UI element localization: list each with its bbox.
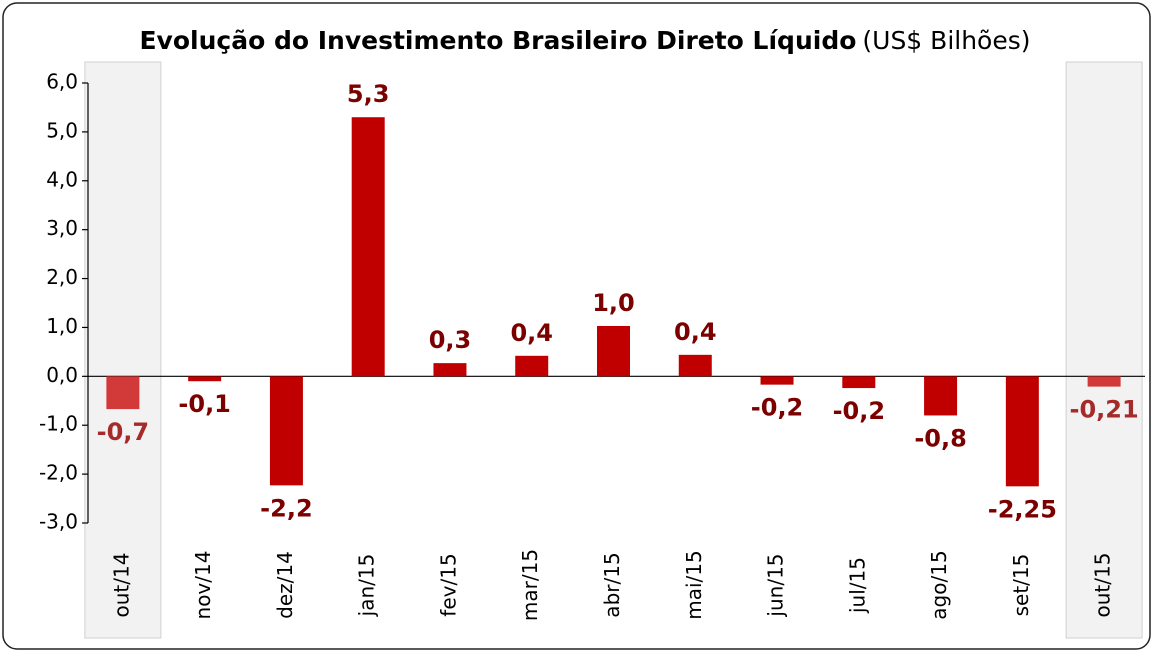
data-label: 0,4 (674, 318, 717, 346)
bar (1087, 376, 1121, 387)
y-tick-label: -1,0 (39, 412, 78, 436)
x-tick-label: out/15 (1091, 553, 1115, 618)
x-tick-label: fev/15 (436, 553, 460, 616)
data-label: -0,1 (178, 390, 230, 418)
data-label: 1,0 (592, 289, 635, 317)
y-tick-label: 0,0 (46, 363, 78, 387)
highlight-band (84, 61, 162, 639)
bar (924, 376, 958, 416)
y-tick-label: 6,0 (46, 70, 78, 94)
bar (433, 363, 467, 377)
bar (351, 117, 385, 377)
data-label: -0,2 (833, 397, 885, 425)
chart-title: Evolução do Investimento Brasileiro Dire… (139, 26, 1030, 55)
x-tick-label: mai/15 (682, 550, 706, 619)
x-tick-label: jun/15 (764, 553, 788, 617)
x-tick-label: set/15 (1009, 554, 1033, 617)
y-tick-label: 5,0 (46, 118, 78, 142)
highlight-band (1065, 61, 1143, 639)
bar (1005, 376, 1039, 487)
bar (515, 355, 549, 377)
bar (597, 325, 630, 377)
x-tick-label: abr/15 (600, 552, 624, 617)
bar (842, 376, 876, 389)
data-label: 0,4 (510, 319, 553, 347)
title-unit: (US$ Bilhões) (862, 26, 1030, 55)
data-label: -0,8 (914, 424, 966, 452)
x-tick-label: mar/15 (518, 549, 542, 621)
x-tick-label: dez/14 (273, 551, 297, 619)
x-tick-label: nov/14 (191, 551, 215, 620)
y-tick-label: 3,0 (46, 216, 78, 240)
data-label: -0,21 (1070, 396, 1139, 424)
bar (269, 376, 303, 486)
y-tick-label: -2,0 (39, 461, 78, 485)
data-label: 5,3 (347, 80, 390, 108)
bar (106, 376, 140, 410)
data-label: -2,2 (260, 494, 312, 522)
data-label: -2,25 (988, 495, 1057, 523)
title-main: Evolução do Investimento Brasileiro Dire… (139, 26, 856, 55)
data-label: -0,7 (97, 418, 149, 446)
x-tick-label: jan/15 (355, 554, 379, 618)
bar (678, 354, 712, 377)
data-label: -0,2 (751, 394, 803, 422)
y-tick-label: 4,0 (46, 167, 78, 191)
x-tick-label: ago/15 (927, 550, 951, 619)
data-label: 0,3 (429, 326, 472, 354)
y-tick-label: -3,0 (39, 510, 78, 534)
x-tick-label: jul/15 (845, 557, 869, 614)
bar (188, 376, 222, 382)
x-tick-label: out/14 (109, 553, 133, 618)
bar (760, 376, 794, 385)
y-tick-label: 2,0 (46, 265, 78, 289)
y-tick-label: 1,0 (46, 314, 78, 338)
